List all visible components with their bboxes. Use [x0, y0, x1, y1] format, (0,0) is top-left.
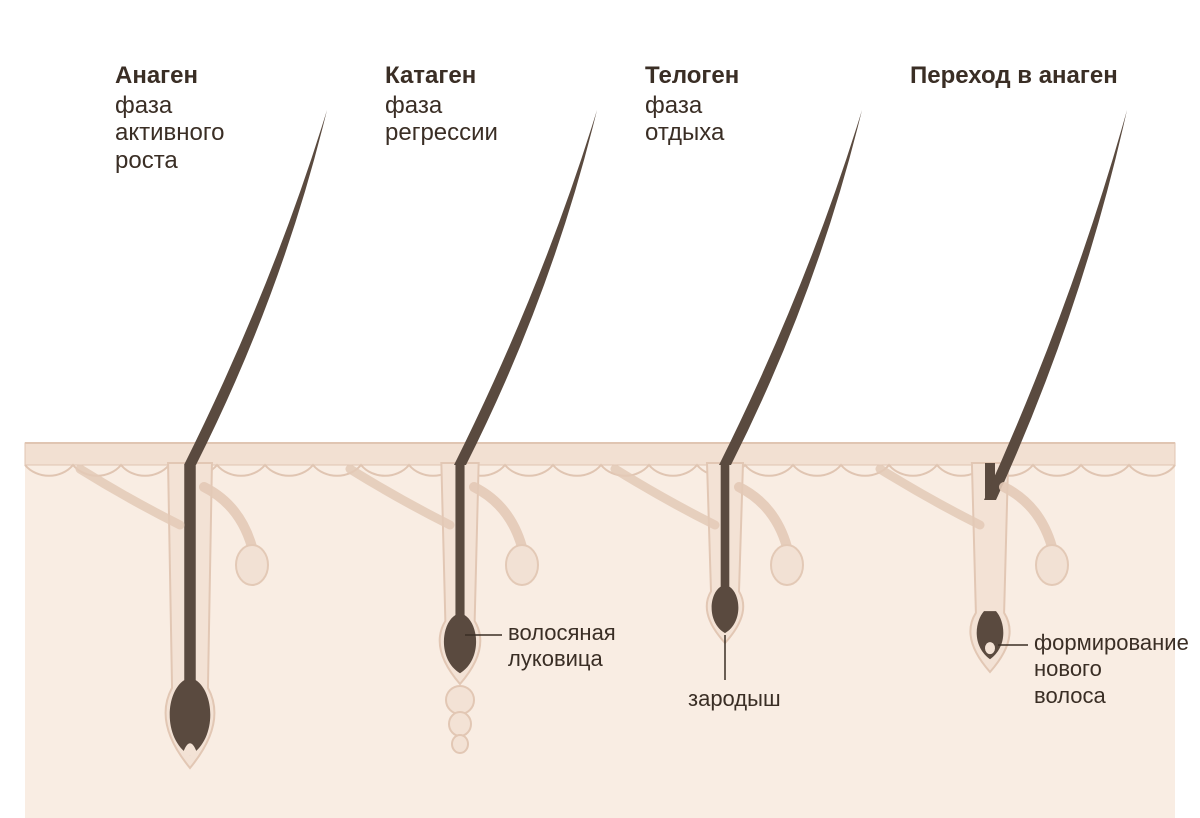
phase-label-return: Переход в анаген [910, 62, 1130, 92]
callout-new-hair: формирование нового волоса [1034, 630, 1189, 709]
callout-bulb: волосяная луковица [508, 620, 616, 673]
phase-title: Анаген [115, 62, 335, 90]
phase-subtitle: фаза регрессии [385, 92, 605, 147]
phase-title: Катаген [385, 62, 605, 90]
phase-subtitle: фаза активного роста [115, 92, 335, 175]
callout-germ: зародыш [688, 686, 781, 712]
phase-subtitle: фаза отдыха [645, 92, 865, 147]
phase-label-telogen: Телоген фаза отдыха [645, 62, 865, 147]
hair-cycle-diagram: { "canvas": { "width": 1200, "height": 8… [0, 0, 1200, 818]
phase-label-anagen: Анаген фаза активного роста [115, 62, 335, 174]
phase-title: Телоген [645, 62, 865, 90]
phase-label-catagen: Катаген фаза регрессии [385, 62, 605, 147]
phase-title: Переход в анаген [910, 62, 1130, 90]
